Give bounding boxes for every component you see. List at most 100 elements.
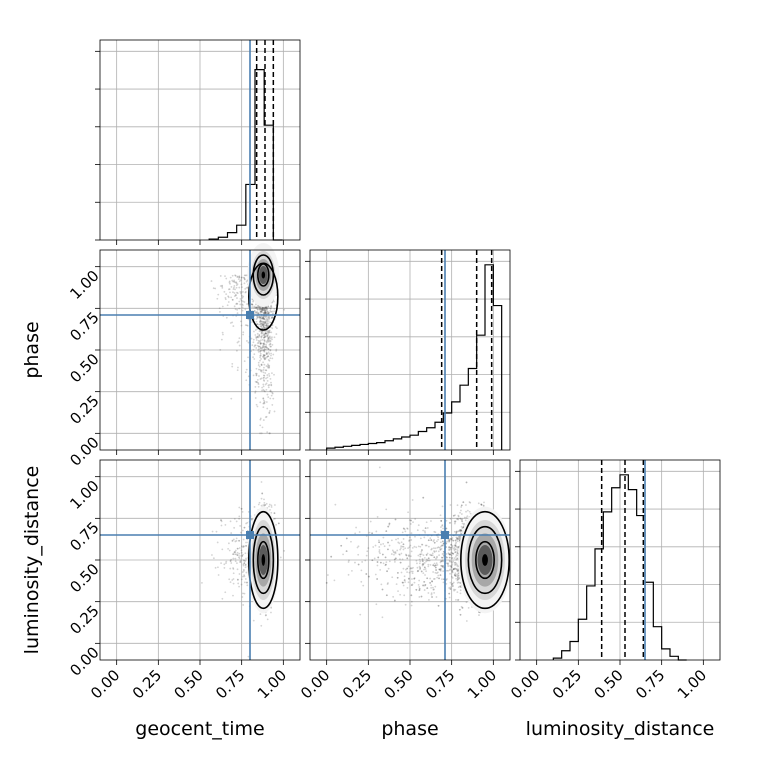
sample-point: [235, 294, 237, 297]
sample-point: [259, 349, 262, 352]
sample-point: [267, 363, 269, 366]
sample-point: [240, 549, 243, 552]
sample-point: [266, 618, 269, 621]
sample-point: [261, 311, 264, 314]
sample-point: [261, 307, 264, 310]
sample-point: [238, 547, 241, 549]
sample-point: [259, 417, 262, 420]
sample-point: [374, 544, 377, 547]
sample-point: [255, 320, 258, 323]
sample-point: [245, 541, 247, 544]
y-tick-label: 0.25: [66, 602, 102, 638]
sample-point: [243, 277, 246, 279]
sample-point: [261, 346, 264, 349]
sample-point: [224, 524, 227, 526]
sample-point: [255, 374, 258, 376]
sample-point: [275, 333, 278, 335]
sample-point: [267, 322, 270, 325]
sample-point: [267, 312, 270, 315]
sample-point: [260, 363, 263, 366]
sample-point: [267, 329, 270, 332]
sample-point: [240, 324, 243, 327]
sample-point: [270, 394, 273, 397]
sample-point: [214, 566, 217, 569]
sample-point: [265, 365, 268, 367]
sample-point: [256, 307, 258, 309]
sample-point: [260, 342, 262, 345]
sample-point: [260, 504, 263, 507]
sample-point: [263, 336, 266, 339]
sample-point: [241, 296, 244, 299]
sample-point: [262, 419, 265, 421]
sample-point: [260, 497, 263, 500]
sample-point: [262, 321, 265, 324]
sample-point: [236, 312, 239, 315]
sample-point: [238, 517, 241, 520]
sample-point: [257, 311, 260, 314]
sample-point: [275, 349, 278, 352]
sample-point: [235, 537, 238, 540]
sample-point: [259, 347, 262, 349]
sample-point: [272, 353, 275, 356]
sample-point: [255, 339, 258, 341]
sample-point: [240, 283, 243, 286]
sample-point: [254, 307, 257, 309]
sample-point: [266, 340, 269, 342]
sample-point: [235, 291, 238, 294]
sample-point: [265, 332, 268, 335]
sample-point: [210, 280, 213, 282]
y-tick-label: 1.00: [66, 477, 102, 513]
sample-point: [247, 655, 250, 658]
sample-point: [270, 504, 273, 507]
sample-point: [277, 522, 280, 525]
y-tick-label: 0.00: [66, 643, 102, 679]
y-tick-label: 1.00: [66, 267, 102, 303]
sample-point: [263, 402, 266, 405]
sample-point: [266, 320, 269, 323]
sample-point: [264, 330, 266, 333]
sample-point: [258, 317, 261, 319]
sample-point: [233, 285, 236, 287]
sample-point: [283, 308, 286, 311]
sample-point: [259, 341, 262, 344]
sample-point: [269, 309, 272, 312]
sample-point: [265, 324, 268, 327]
sample-point: [264, 321, 267, 324]
sample-point: [265, 353, 268, 355]
sample-point: [268, 411, 271, 414]
sample-point: [243, 562, 246, 565]
sample-point: [261, 307, 264, 310]
sample-point: [234, 293, 237, 296]
sample-point: [254, 397, 257, 399]
sample-point: [212, 287, 215, 290]
sample-point: [266, 306, 269, 309]
sample-point: [275, 348, 278, 351]
sample-point: [244, 308, 247, 311]
sample-point: [264, 332, 267, 335]
sample-point: [263, 309, 265, 312]
sample-point: [242, 276, 245, 279]
sample-point: [232, 582, 235, 585]
sample-point: [266, 318, 269, 321]
sample-point: [265, 333, 268, 335]
sample-point: [227, 295, 230, 298]
sample-point: [254, 344, 257, 347]
sample-point: [266, 365, 269, 368]
sample-point: [245, 545, 247, 547]
sample-point: [259, 432, 261, 435]
sample-point: [238, 552, 241, 555]
sample-point: [241, 304, 244, 307]
sample-point: [261, 323, 264, 326]
sample-point: [268, 503, 271, 506]
sample-point: [256, 328, 259, 330]
sample-point: [271, 316, 273, 318]
sample-point: [230, 562, 233, 564]
sample-point: [264, 327, 266, 330]
sample-point: [260, 327, 263, 330]
sample-point: [224, 275, 226, 278]
sample-point: [241, 303, 244, 306]
sample-point: [268, 335, 271, 338]
histogram-geocent_time: [208, 69, 283, 241]
truth-marker: [246, 531, 254, 539]
sample-point: [254, 386, 257, 388]
